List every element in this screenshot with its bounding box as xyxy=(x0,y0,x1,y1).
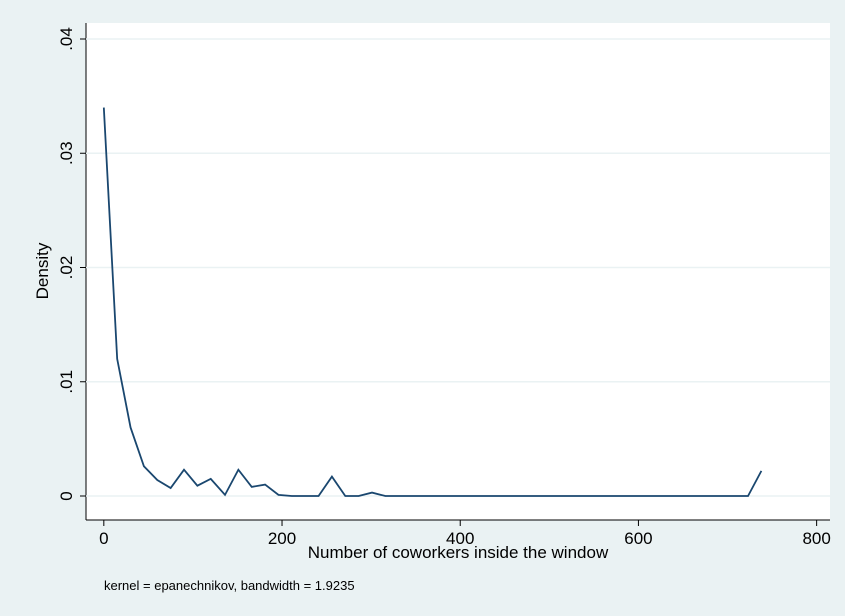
y-tick-label: .02 xyxy=(57,256,76,280)
x-tick-label: 800 xyxy=(802,529,830,548)
y-axis-title: Density xyxy=(33,242,52,299)
y-tick-label: .04 xyxy=(57,27,76,51)
x-tick-label: 0 xyxy=(99,529,108,548)
x-axis-title: Number of coworkers inside the window xyxy=(308,543,609,562)
y-tick-label: .01 xyxy=(57,370,76,394)
plot-area xyxy=(86,23,830,520)
y-tick-label: .03 xyxy=(57,141,76,165)
x-tick-label: 400 xyxy=(446,529,474,548)
y-tick-label: 0 xyxy=(57,491,76,500)
x-tick-label: 200 xyxy=(268,529,296,548)
density-line xyxy=(102,107,763,497)
note: kernel = epanechnikov, bandwidth = 1.923… xyxy=(104,578,355,593)
x-tick-label: 600 xyxy=(624,529,652,548)
